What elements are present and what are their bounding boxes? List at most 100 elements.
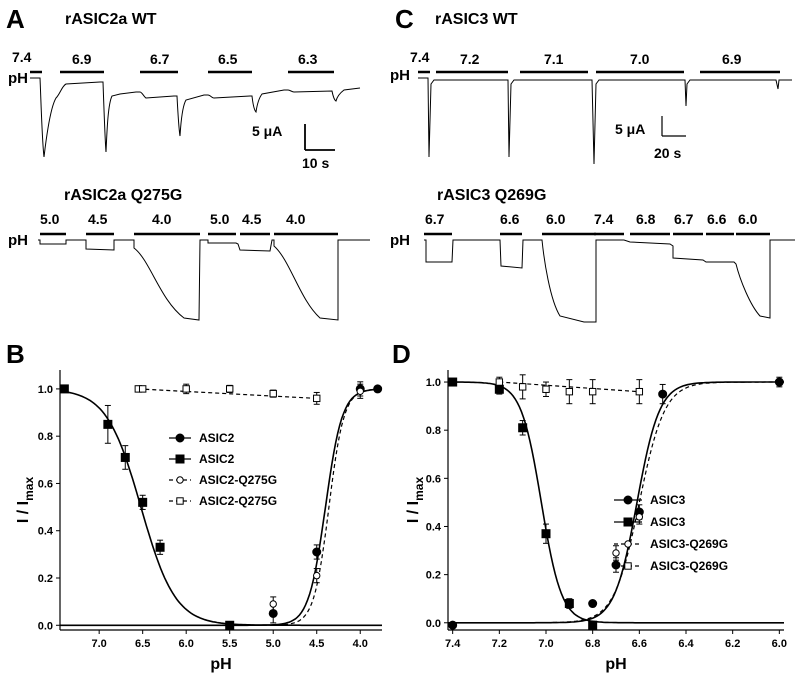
ph-value-7-2: 7.2 xyxy=(460,51,480,67)
ph-value-6-7: 6.7 xyxy=(425,211,445,227)
x-tick-label: 7.0 xyxy=(92,638,107,650)
x-tick-label: 6.8 xyxy=(585,638,600,650)
data-point xyxy=(138,385,147,393)
data-point xyxy=(155,542,165,552)
x-axis-label: pH xyxy=(210,656,231,673)
y-tick-label: 1.0 xyxy=(426,377,441,389)
fit-curve xyxy=(60,388,383,626)
y-axis-label: I / Imax xyxy=(405,477,426,524)
legend-marker xyxy=(623,517,633,527)
current-trace xyxy=(38,239,370,321)
y-tick-label: 0.0 xyxy=(38,620,53,632)
legend-marker xyxy=(175,433,185,443)
data-point xyxy=(541,529,551,539)
y-tick-label: 0.2 xyxy=(426,570,441,582)
ph-value-7-4: 7.4 xyxy=(12,49,32,65)
ph-value-6-0: 6.0 xyxy=(738,211,758,227)
ph-value-6-5: 6.5 xyxy=(218,51,238,67)
trace-rasic2a-q275g: pH 5.0 4.5 4.0 5.0 4.5 4.0 xyxy=(8,211,370,321)
ph-value-4-0: 4.0 xyxy=(152,211,172,227)
data-point xyxy=(226,385,234,393)
data-point xyxy=(182,385,190,393)
scalebar-current: 5 μA xyxy=(252,123,282,139)
fit-curve xyxy=(448,381,784,624)
x-tick-label: 6.4 xyxy=(678,638,694,650)
data-point xyxy=(588,387,597,396)
fit-curve xyxy=(448,381,784,624)
fit-curve xyxy=(138,388,317,399)
data-point xyxy=(59,384,69,394)
x-tick-label: 6.0 xyxy=(772,638,787,650)
data-point xyxy=(658,389,668,399)
data-point xyxy=(542,385,550,393)
ph-value-7-0: 7.0 xyxy=(630,51,650,67)
x-tick-label: 4.5 xyxy=(309,638,324,650)
y-tick-label: 0.4 xyxy=(38,526,54,538)
y-tick-label: 0.4 xyxy=(426,521,442,533)
y-tick-label: 1.0 xyxy=(38,384,53,396)
ph-label: pH xyxy=(8,232,28,249)
legend-label: ASIC2 xyxy=(199,452,235,466)
ph-value-6-7: 6.7 xyxy=(150,51,170,67)
title-rasic3-q269g: rASIC3 Q269G xyxy=(437,187,546,204)
ph-value-7-4: 7.4 xyxy=(594,211,614,227)
ph-label: pH xyxy=(390,67,410,84)
x-tick-label: 5.5 xyxy=(222,638,237,650)
x-tick-label: 6.6 xyxy=(632,638,647,650)
ph-value-7-4: 7.4 xyxy=(410,49,430,65)
y-tick-label: 0.8 xyxy=(426,425,441,437)
legend-label: ASIC3 xyxy=(650,515,686,529)
y-tick-label: 0.6 xyxy=(38,478,53,490)
legend-marker xyxy=(624,540,632,548)
panel-label-a: A xyxy=(6,4,25,34)
y-axis-label: I / Imax xyxy=(15,477,36,524)
data-point xyxy=(225,620,235,630)
data-point xyxy=(635,387,644,396)
data-point xyxy=(774,377,784,387)
data-point xyxy=(312,547,322,557)
data-point xyxy=(518,423,528,433)
data-point xyxy=(588,599,598,609)
scalebar xyxy=(661,116,686,137)
ph-value-6-6: 6.6 xyxy=(500,211,520,227)
trace-rasic2a-wt: pH 7.4 6.9 6.7 6.5 6.3 5 μA 10 s xyxy=(8,49,361,171)
current-trace xyxy=(30,77,361,158)
current-trace xyxy=(418,77,792,165)
data-point xyxy=(588,620,598,630)
legend-marker xyxy=(175,454,185,464)
fit-curve xyxy=(59,390,382,627)
title-rasic2a-q275g: rASIC2a Q275G xyxy=(64,187,182,204)
legend-label: ASIC3 xyxy=(650,493,686,507)
legend-marker xyxy=(176,476,184,484)
scalebar xyxy=(304,124,335,151)
scalebar-current: 5 μA xyxy=(615,121,645,137)
ph-value-6-8: 6.8 xyxy=(636,211,656,227)
legend-label: ASIC3-Q269G xyxy=(650,537,728,551)
ph-value-6-9: 6.9 xyxy=(72,51,92,67)
legend-label: ASIC2-Q275G xyxy=(199,473,277,487)
data-point xyxy=(313,394,321,403)
x-tick-label: 6.5 xyxy=(135,638,150,650)
ph-value-6-6: 6.6 xyxy=(707,211,727,227)
legend-marker xyxy=(176,497,184,505)
ph-value-6-3: 6.3 xyxy=(298,51,318,67)
scalebar-time: 20 s xyxy=(654,145,681,161)
y-tick-label: 0.6 xyxy=(426,473,441,485)
data-point xyxy=(269,389,277,398)
data-point xyxy=(103,419,113,429)
ph-value-4-5: 4.5 xyxy=(88,211,108,227)
current-trace xyxy=(424,239,795,323)
chart-b: 0.0 0.2 0.4 0.6 0.8 1.0 7.0 6.5 6.0 5.5 5.0 4.5 4.0 p… xyxy=(15,370,383,673)
legend-label: ASIC2-Q275G xyxy=(199,494,277,508)
data-point xyxy=(120,452,130,462)
legend-marker xyxy=(624,562,632,570)
panel-label-c: C xyxy=(395,4,414,34)
legend-marker xyxy=(623,495,633,505)
data-point xyxy=(373,384,383,394)
data-point xyxy=(564,599,574,609)
ph-value-6-9: 6.9 xyxy=(722,51,742,67)
x-tick-label: 7.0 xyxy=(538,638,553,650)
data-point xyxy=(635,513,644,521)
ph-label: pH xyxy=(390,232,410,249)
